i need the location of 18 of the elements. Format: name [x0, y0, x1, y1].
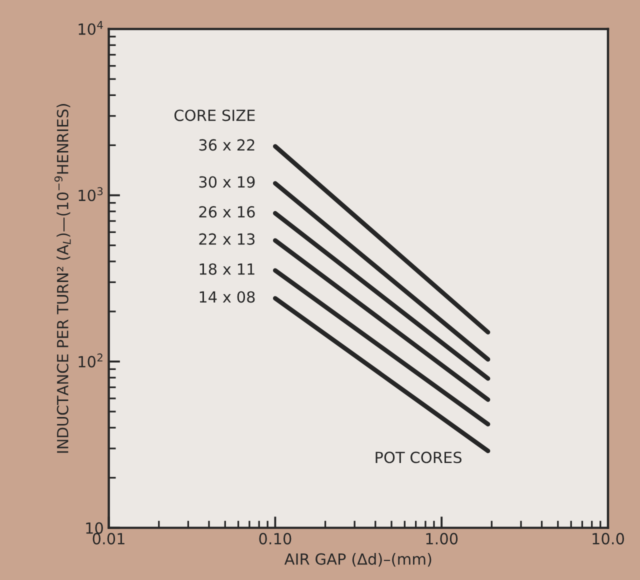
- y-tick-label: 10$^{3}$: [78, 187, 103, 202]
- annotation: POT CORES: [376, 452, 462, 464]
- y-tick-label: 10$^{4}$: [78, 21, 103, 35]
- series-label: 22 x 13: [199, 233, 255, 245]
- x-tick-label: 0.01: [92, 532, 124, 544]
- series-label: 36 x 22: [199, 139, 254, 151]
- x-tick-label: 0.10: [259, 532, 292, 544]
- x-tick-label: 1.00: [426, 532, 458, 544]
- series-label: 26 x 16: [199, 206, 255, 218]
- x-axis-title: AIR GAP (Δd)–(mm): [284, 553, 432, 567]
- series-label: 30 x 19: [199, 176, 255, 188]
- x-tick-label: 10.0: [592, 532, 624, 544]
- series-label: 14 x 08: [200, 291, 255, 303]
- y-axis-title: INDUCTANCE PER TURN² (A$_{L}$)—(10$^{−9}$HENRIES): [54, 104, 71, 453]
- y-tick-label: 10: [86, 522, 103, 534]
- series-label: 18 x 11: [200, 263, 254, 275]
- y-tick-label: 10$^{2}$: [78, 353, 102, 368]
- legend-title: CORE SIZE: [174, 110, 255, 122]
